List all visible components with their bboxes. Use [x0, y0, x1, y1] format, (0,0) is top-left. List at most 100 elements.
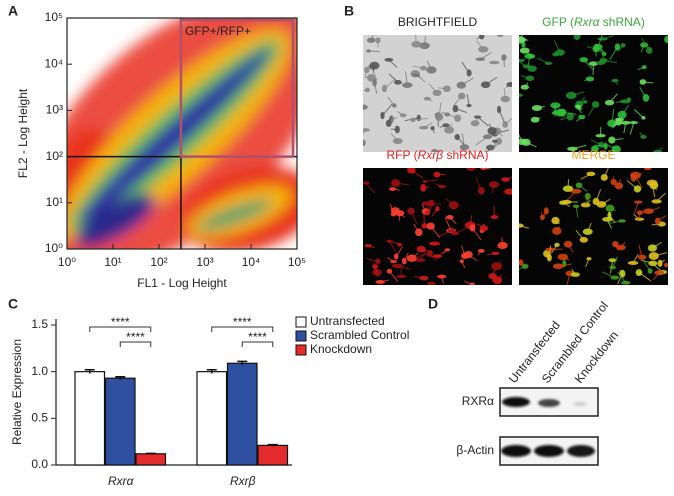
neurite	[623, 122, 627, 134]
neurite	[635, 175, 643, 189]
neurite	[370, 35, 374, 41]
neurite	[524, 50, 533, 58]
neurite	[444, 198, 455, 206]
neurite	[488, 123, 493, 132]
neurite	[652, 241, 663, 249]
cell	[469, 282, 475, 285]
x-tick-label: 10⁰	[58, 255, 76, 269]
neurite	[438, 102, 442, 118]
y-tick-label: 1.5	[31, 317, 48, 331]
neurite	[556, 226, 561, 232]
neurite	[439, 124, 447, 128]
cell	[555, 49, 565, 56]
neurite	[603, 60, 618, 63]
neurite	[519, 262, 521, 264]
neurite	[461, 77, 474, 86]
neurite	[641, 37, 650, 51]
cell	[429, 241, 440, 246]
neurite	[594, 148, 600, 152]
neurite	[421, 203, 427, 212]
legend-swatch	[295, 344, 307, 356]
micrograph	[519, 168, 668, 285]
neurite	[618, 178, 621, 186]
neurite	[485, 76, 498, 86]
y-tick-label: 1.0	[31, 364, 48, 378]
neurite	[666, 263, 668, 266]
neurite	[505, 84, 512, 88]
neurite	[427, 98, 433, 102]
cell	[627, 261, 639, 265]
cell	[561, 199, 572, 205]
neurite	[436, 250, 446, 257]
neurite	[432, 127, 435, 134]
micrograph-label: MERGE	[571, 148, 615, 162]
label-part: shRNA)	[599, 15, 644, 29]
cell	[454, 114, 462, 122]
neurite	[536, 57, 549, 64]
cell	[496, 35, 504, 37]
error-bar	[237, 360, 248, 366]
neurite	[415, 74, 421, 78]
neurite	[388, 241, 397, 253]
cell	[570, 272, 580, 277]
neurite	[612, 121, 620, 129]
legend-label: Scrambled Control	[310, 328, 409, 342]
neurite	[642, 81, 654, 84]
significance-label: ****	[233, 315, 252, 329]
cell	[407, 168, 416, 174]
blot-bands	[501, 397, 595, 457]
cells	[519, 35, 668, 152]
neurite	[405, 71, 408, 86]
neurite	[364, 69, 368, 78]
neurite	[364, 76, 372, 79]
bar	[135, 453, 167, 466]
neurite	[609, 93, 618, 103]
row-label: β-Actin	[456, 443, 494, 457]
y-axis-label: Relative Expression	[10, 339, 24, 445]
neurite	[626, 180, 638, 190]
y-tick-label: 10³	[46, 103, 63, 117]
neurite	[496, 260, 502, 267]
neurite	[585, 196, 589, 205]
neurite	[475, 136, 488, 146]
cell	[554, 242, 560, 248]
cell	[607, 119, 617, 128]
neurite	[441, 276, 444, 284]
cell	[573, 35, 581, 40]
cell	[416, 245, 426, 253]
neurite	[487, 252, 496, 256]
significance-label: ****	[126, 330, 145, 344]
neurite	[666, 38, 668, 40]
neurite	[614, 243, 620, 251]
neurite	[651, 223, 662, 226]
cell	[478, 46, 489, 53]
cell	[375, 258, 381, 265]
neurite	[640, 44, 645, 53]
neurite	[606, 219, 612, 229]
x-tick-label: 10⁴	[242, 255, 261, 269]
y-tick-label: 0.0	[31, 457, 48, 471]
neurite	[475, 177, 482, 191]
label-part: MERGE	[571, 148, 615, 162]
neurite	[567, 243, 574, 253]
significance-bracket	[211, 326, 274, 332]
significance-label: ****	[111, 315, 130, 329]
neurite	[562, 111, 577, 115]
neurite	[391, 117, 397, 120]
neurite	[472, 227, 482, 241]
neurite	[387, 256, 394, 262]
neurite	[411, 252, 419, 259]
cell	[657, 259, 663, 267]
neurite	[584, 78, 591, 82]
error-bar	[145, 452, 156, 455]
neurite	[524, 82, 529, 88]
neurite	[477, 250, 482, 256]
neurite	[464, 280, 473, 285]
neurite	[412, 65, 424, 69]
cell	[506, 81, 512, 87]
neurite	[455, 108, 467, 113]
neurite	[632, 254, 639, 264]
neurite	[396, 111, 404, 116]
panel-label: C	[8, 296, 18, 312]
cell	[466, 168, 476, 171]
